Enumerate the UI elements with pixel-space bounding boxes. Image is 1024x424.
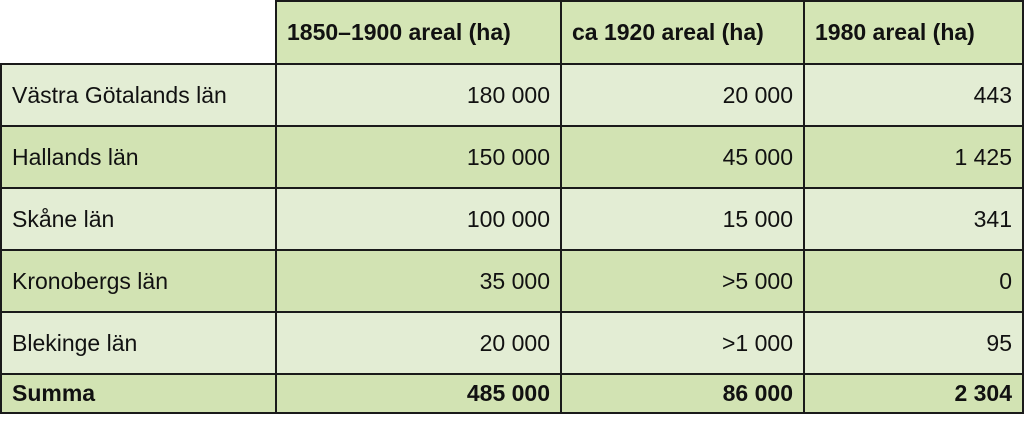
cell-value: 15 000 [560,187,805,251]
column-header: ca 1920 areal (ha) [560,0,805,65]
cell-value: 0 [803,249,1024,313]
data-table: 1850–1900 areal (ha) ca 1920 areal (ha) … [0,0,1024,414]
cell-value: 180 000 [275,63,562,127]
row-label: Summa [0,373,277,414]
row-label: Västra Götalands län [0,63,277,127]
table-row: Skåne län 100 000 15 000 341 [0,187,1024,251]
cell-value: 45 000 [560,125,805,189]
row-label: Blekinge län [0,311,277,375]
cell-value: 35 000 [275,249,562,313]
table-row: Hallands län 150 000 45 000 1 425 [0,125,1024,189]
corner-cell [1,1,277,65]
cell-value: 443 [803,63,1024,127]
table-row: Summa 485 000 86 000 2 304 [0,373,1024,414]
cell-value: >5 000 [560,249,805,313]
cell-value: 2 304 [803,373,1024,414]
cell-value: 341 [803,187,1024,251]
cell-value: 485 000 [275,373,562,414]
row-label: Hallands län [0,125,277,189]
header-row: 1850–1900 areal (ha) ca 1920 areal (ha) … [1,0,1024,65]
column-header: 1980 areal (ha) [803,0,1024,65]
cell-value: 100 000 [275,187,562,251]
cell-value: >1 000 [560,311,805,375]
table-row: Blekinge län 20 000 >1 000 95 [0,311,1024,375]
cell-value: 20 000 [560,63,805,127]
column-header: 1850–1900 areal (ha) [275,0,562,65]
cell-value: 20 000 [275,311,562,375]
cell-value: 86 000 [560,373,805,414]
row-label: Skåne län [0,187,277,251]
cell-value: 1 425 [803,125,1024,189]
table-row: Västra Götalands län 180 000 20 000 443 [0,63,1024,127]
table-body: Västra Götalands län 180 000 20 000 443 Hall… [0,63,1024,414]
row-label: Kronobergs län [0,249,277,313]
table-row: Kronobergs län 35 000 >5 000 0 [0,249,1024,313]
cell-value: 150 000 [275,125,562,189]
cell-value: 95 [803,311,1024,375]
